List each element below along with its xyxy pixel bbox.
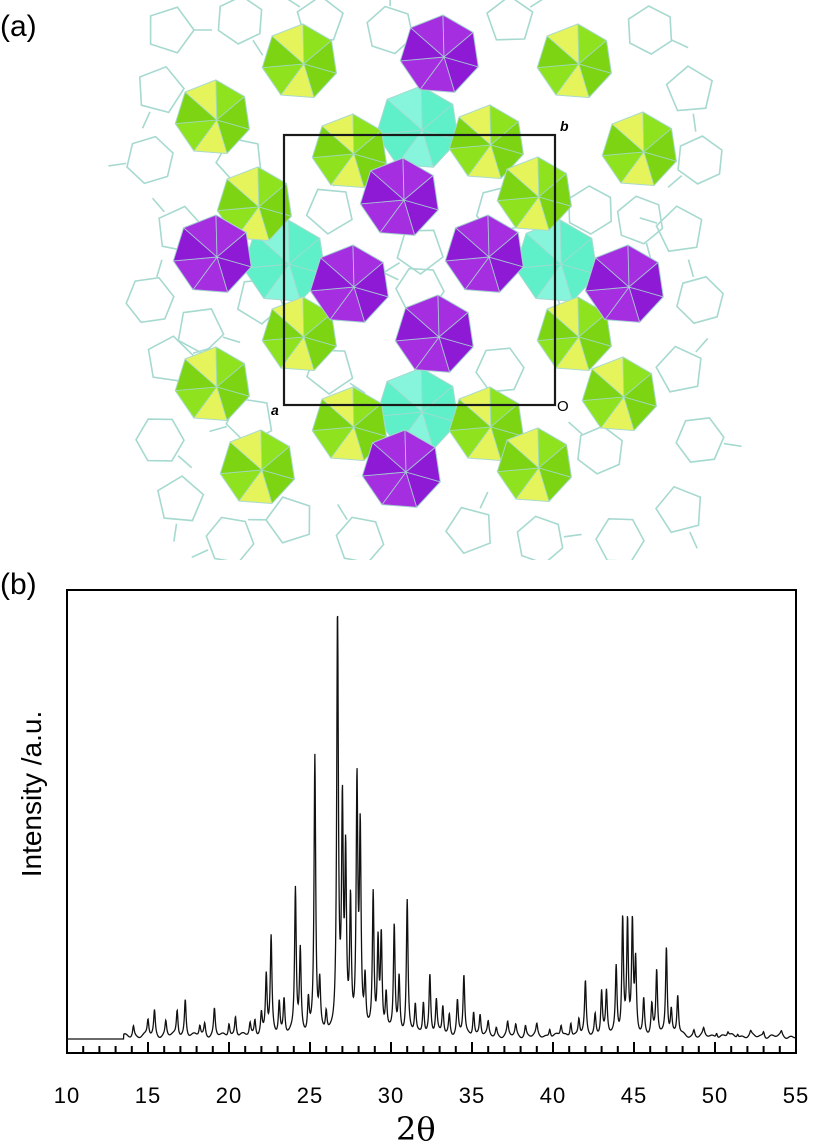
unit-cell-b-label: b bbox=[560, 118, 569, 134]
x-tick-label: 15 bbox=[135, 1083, 161, 1109]
x-axis-label-text: 2θ bbox=[396, 1110, 436, 1148]
xrd-trace bbox=[67, 616, 796, 1039]
unit-cell-origin-label: O bbox=[557, 398, 569, 415]
x-tick-label: 20 bbox=[216, 1083, 242, 1109]
x-tick-label: 25 bbox=[297, 1083, 323, 1109]
x-tick-label: 45 bbox=[621, 1083, 647, 1109]
x-tick-label: 10 bbox=[54, 1083, 80, 1109]
xrd-pattern-chart bbox=[0, 580, 814, 1080]
x-tick-label: 40 bbox=[540, 1083, 566, 1109]
unit-cell-a-label: a bbox=[271, 402, 279, 418]
x-axis-label: 2θ bbox=[396, 1110, 436, 1148]
plot-frame bbox=[67, 590, 796, 1053]
y-axis-label: Intensity /a.u. bbox=[16, 674, 48, 914]
x-tick-label: 35 bbox=[459, 1083, 485, 1109]
x-tick-label: 30 bbox=[378, 1083, 404, 1109]
x-tick-label: 55 bbox=[783, 1083, 809, 1109]
x-tick-label: 50 bbox=[702, 1083, 728, 1109]
crystal-structure-diagram bbox=[0, 0, 814, 560]
